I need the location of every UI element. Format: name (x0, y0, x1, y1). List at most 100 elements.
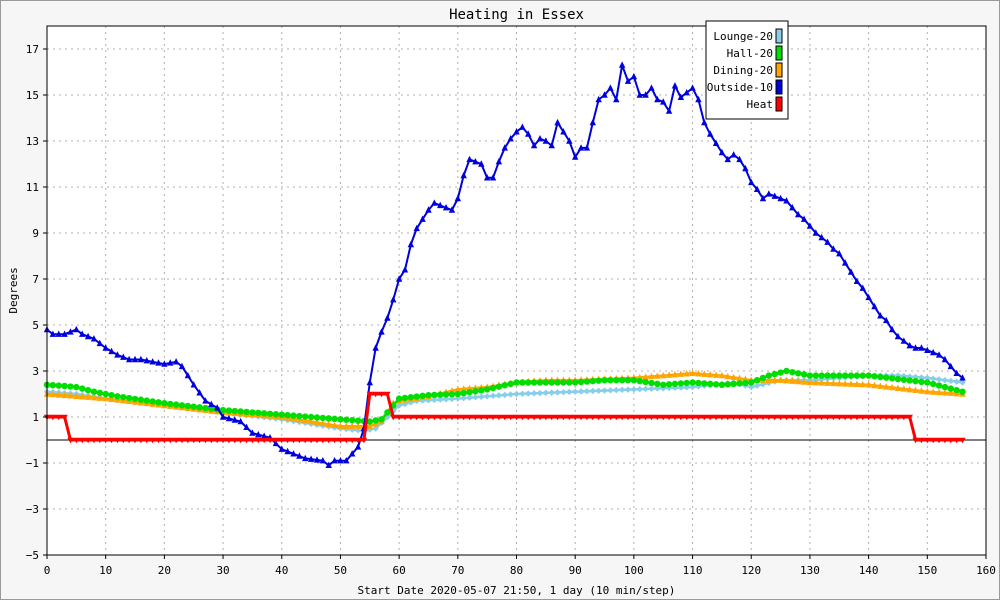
data-point (765, 372, 773, 379)
data-point (114, 351, 121, 358)
data-point (654, 95, 661, 103)
data-point (671, 380, 679, 388)
data-point (859, 284, 866, 291)
data-point (460, 394, 467, 402)
data-point (143, 437, 150, 444)
data-point (683, 370, 690, 377)
data-point (806, 372, 814, 379)
data-point (266, 437, 274, 444)
series-hall-20 (43, 367, 966, 425)
data-point (495, 158, 503, 165)
data-point (577, 144, 585, 151)
data-point (660, 414, 667, 421)
data-point (460, 171, 467, 179)
data-point (677, 414, 685, 421)
data-point (853, 277, 861, 284)
data-point (413, 224, 420, 232)
data-point (929, 348, 937, 356)
data-point (96, 437, 104, 444)
data-point (566, 414, 573, 421)
data-point (513, 379, 520, 386)
data-point (161, 437, 168, 444)
data-point (595, 414, 602, 421)
data-point (742, 379, 749, 387)
data-point (689, 369, 696, 376)
data-point (184, 371, 192, 379)
data-point (337, 457, 344, 464)
data-point (613, 95, 620, 103)
data-point (865, 293, 872, 301)
data-point (202, 404, 209, 412)
data-point (918, 437, 925, 444)
data-point (448, 414, 456, 421)
data-point (102, 437, 109, 444)
data-point (525, 379, 532, 386)
data-point (302, 413, 309, 420)
data-point (131, 355, 139, 363)
data-point (184, 402, 192, 410)
data-point (307, 437, 315, 444)
data-point (618, 414, 626, 421)
data-point (654, 385, 661, 392)
data-point (830, 414, 837, 421)
data-point (448, 391, 456, 398)
data-point (677, 93, 685, 100)
data-point (777, 376, 784, 383)
data-point (783, 414, 790, 421)
data-point (67, 328, 74, 335)
data-point (108, 395, 115, 402)
data-point (337, 416, 344, 423)
data-point (648, 414, 655, 421)
legend-swatch (775, 45, 783, 61)
data-point (49, 390, 57, 398)
data-point (589, 377, 596, 385)
data-point (231, 416, 238, 423)
data-point (613, 386, 620, 394)
data-point (759, 194, 767, 202)
data-point (589, 414, 596, 421)
data-point (55, 330, 62, 337)
data-point (818, 414, 825, 421)
data-point (589, 118, 596, 126)
data-point (836, 250, 843, 257)
data-point (425, 206, 432, 213)
data-point (894, 375, 902, 383)
data-point (172, 358, 180, 365)
data-point (712, 414, 720, 421)
data-point (313, 456, 321, 463)
legend-label: Outside-10 (707, 81, 773, 94)
data-point (354, 422, 362, 429)
data-point (337, 422, 344, 429)
x-tick-label: 100 (624, 564, 644, 577)
y-tick-label: 11 (26, 181, 39, 194)
y-tick-label: 7 (32, 273, 39, 286)
y-tick-label: 5 (32, 319, 39, 332)
data-point (888, 375, 896, 382)
data-point (783, 376, 790, 384)
data-point (542, 389, 550, 397)
data-point (190, 437, 197, 444)
x-tick-label: 80 (510, 564, 523, 577)
data-point (736, 380, 743, 387)
data-point (425, 391, 432, 399)
data-point (530, 379, 538, 386)
data-point (595, 387, 602, 394)
data-point (542, 414, 550, 421)
data-point (472, 388, 479, 395)
data-point (671, 82, 679, 89)
data-point (137, 355, 145, 363)
data-point (912, 386, 919, 394)
data-point (560, 379, 567, 386)
data-point (307, 417, 315, 425)
data-point (624, 377, 632, 384)
data-point (307, 455, 315, 462)
data-point (929, 380, 937, 388)
data-point (824, 375, 831, 383)
data-point (73, 392, 80, 399)
data-point (161, 400, 168, 407)
data-point (348, 437, 356, 444)
data-point (260, 432, 268, 439)
data-point (665, 381, 673, 388)
data-point (530, 141, 538, 149)
data-point (49, 330, 57, 337)
